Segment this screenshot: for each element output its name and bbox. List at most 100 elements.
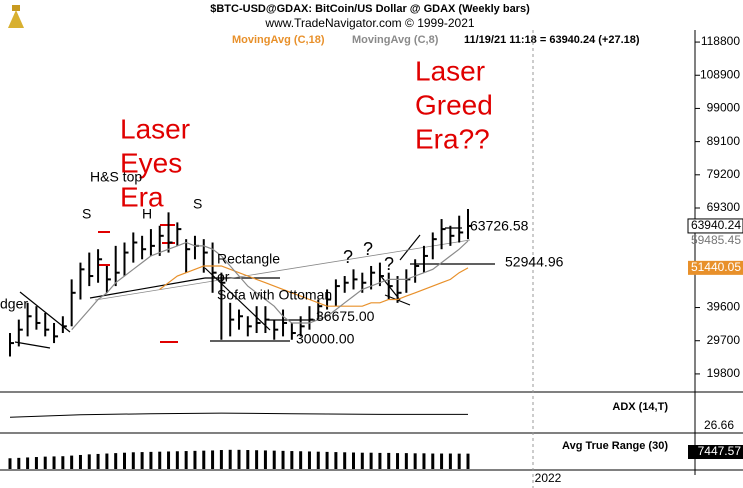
atr-bar xyxy=(184,451,188,469)
note: Era?? xyxy=(415,123,490,154)
y-tick-label: 118800 xyxy=(701,34,740,48)
atr-bar xyxy=(404,453,408,469)
adx-line xyxy=(9,412,469,418)
note: S xyxy=(193,196,202,212)
atr-bar xyxy=(263,450,267,469)
atr-bar xyxy=(149,451,153,469)
note: dger xyxy=(0,296,28,312)
note: Rectangle xyxy=(217,251,280,267)
y-tick-label: 69300 xyxy=(707,200,741,214)
y-tick-label: 29700 xyxy=(707,333,741,347)
atr-bar xyxy=(396,453,400,469)
atr-bar xyxy=(202,450,206,469)
atr-bar xyxy=(307,451,311,469)
atr-bar xyxy=(105,453,109,469)
note: Greed xyxy=(415,89,493,120)
logo xyxy=(8,5,24,28)
atr-bar xyxy=(352,452,355,469)
atr-bar xyxy=(378,452,382,469)
atr-bar xyxy=(422,453,426,469)
atr-bar xyxy=(17,457,21,469)
atr-bar xyxy=(52,456,56,469)
moving-average xyxy=(71,240,469,331)
note: ? xyxy=(363,239,373,259)
atr-bar xyxy=(316,451,320,469)
note: Eyes xyxy=(120,147,182,178)
price-label: 63940.24 xyxy=(691,218,741,232)
level-label: 30000.00 xyxy=(296,330,355,346)
note: Era xyxy=(120,181,164,212)
atr-bar xyxy=(343,452,347,469)
x-label: 2022 xyxy=(535,471,562,485)
atr-bar xyxy=(413,453,417,469)
atr-bar xyxy=(237,449,241,469)
atr-bar xyxy=(219,450,223,469)
atr-box xyxy=(688,445,743,459)
status: 11/19/21 11:18 = 63940.24 (+27.18) xyxy=(464,34,640,46)
atr-bar xyxy=(246,450,250,469)
atr-bar xyxy=(43,456,47,469)
atr-value: 7447.57 xyxy=(698,444,742,458)
atr-bar xyxy=(193,450,197,469)
atr-bar xyxy=(114,453,118,469)
atr-bar xyxy=(325,451,329,469)
note: ? xyxy=(384,254,394,274)
price-box xyxy=(687,218,743,234)
atr-bar xyxy=(290,451,294,469)
atr-bar xyxy=(140,452,144,469)
note: H&S top xyxy=(90,169,142,185)
moving-average xyxy=(159,265,469,307)
legend-ma18: MovingAvg (C,18) xyxy=(232,34,325,46)
atr-bar xyxy=(96,453,100,469)
level-label: 52944.96 xyxy=(505,254,564,270)
y-tick-label: 108900 xyxy=(700,67,740,81)
atr-bar xyxy=(131,452,135,469)
note: S xyxy=(82,206,91,222)
adx-value: 26.66 xyxy=(704,418,734,432)
atr-bar xyxy=(387,452,391,469)
atr-bar xyxy=(8,458,12,469)
subtitle: www.TradeNavigator.com © 1999-2021 xyxy=(264,16,474,30)
atr-bar xyxy=(457,453,461,469)
atr-title: Avg True Range (30) xyxy=(562,440,668,452)
atr-bar xyxy=(158,451,162,469)
y-tick-label: 79200 xyxy=(707,167,741,181)
atr-bar xyxy=(26,457,30,469)
title: $BTC-USD@GDAX: BitCoin/US Dollar @ GDAX … xyxy=(210,3,530,15)
atr-bar xyxy=(369,452,373,469)
atr-bar xyxy=(431,453,435,469)
atr-bar xyxy=(255,450,259,469)
atr-bar xyxy=(228,449,232,469)
note: or xyxy=(217,269,230,285)
adx-title: ADX (14,T) xyxy=(612,401,668,413)
y-tick-label: 39600 xyxy=(707,300,741,314)
atr-bar xyxy=(281,450,285,469)
atr-bar xyxy=(440,453,444,469)
atr-bar xyxy=(34,457,38,469)
note: Laser xyxy=(120,113,190,144)
atr-bar xyxy=(87,454,91,469)
level-label: 36675.00 xyxy=(316,308,375,324)
atr-bar xyxy=(448,453,452,469)
note: Sofa with Ottoman xyxy=(217,287,332,303)
atr-bar xyxy=(167,451,171,469)
atr-bar xyxy=(360,452,364,469)
atr-bar xyxy=(70,455,74,469)
ma8-label: 59485.45 xyxy=(691,233,741,247)
atr-bar xyxy=(123,452,126,469)
atr-bar xyxy=(61,456,65,469)
atr-bar xyxy=(272,450,276,469)
atr-bar xyxy=(78,454,82,469)
ma18-box xyxy=(688,260,743,275)
y-tick-label: 99000 xyxy=(707,101,741,115)
legend-ma8: MovingAvg (C,8) xyxy=(352,34,439,46)
note: Laser xyxy=(415,55,485,86)
atr-bar xyxy=(334,452,338,469)
note: H xyxy=(142,206,152,222)
y-tick-label: 89100 xyxy=(707,134,741,148)
atr-bar xyxy=(211,450,215,469)
y-tick-label: 19800 xyxy=(707,366,741,380)
note: ? xyxy=(343,247,353,267)
ma18-label: 51440.05 xyxy=(691,260,741,274)
